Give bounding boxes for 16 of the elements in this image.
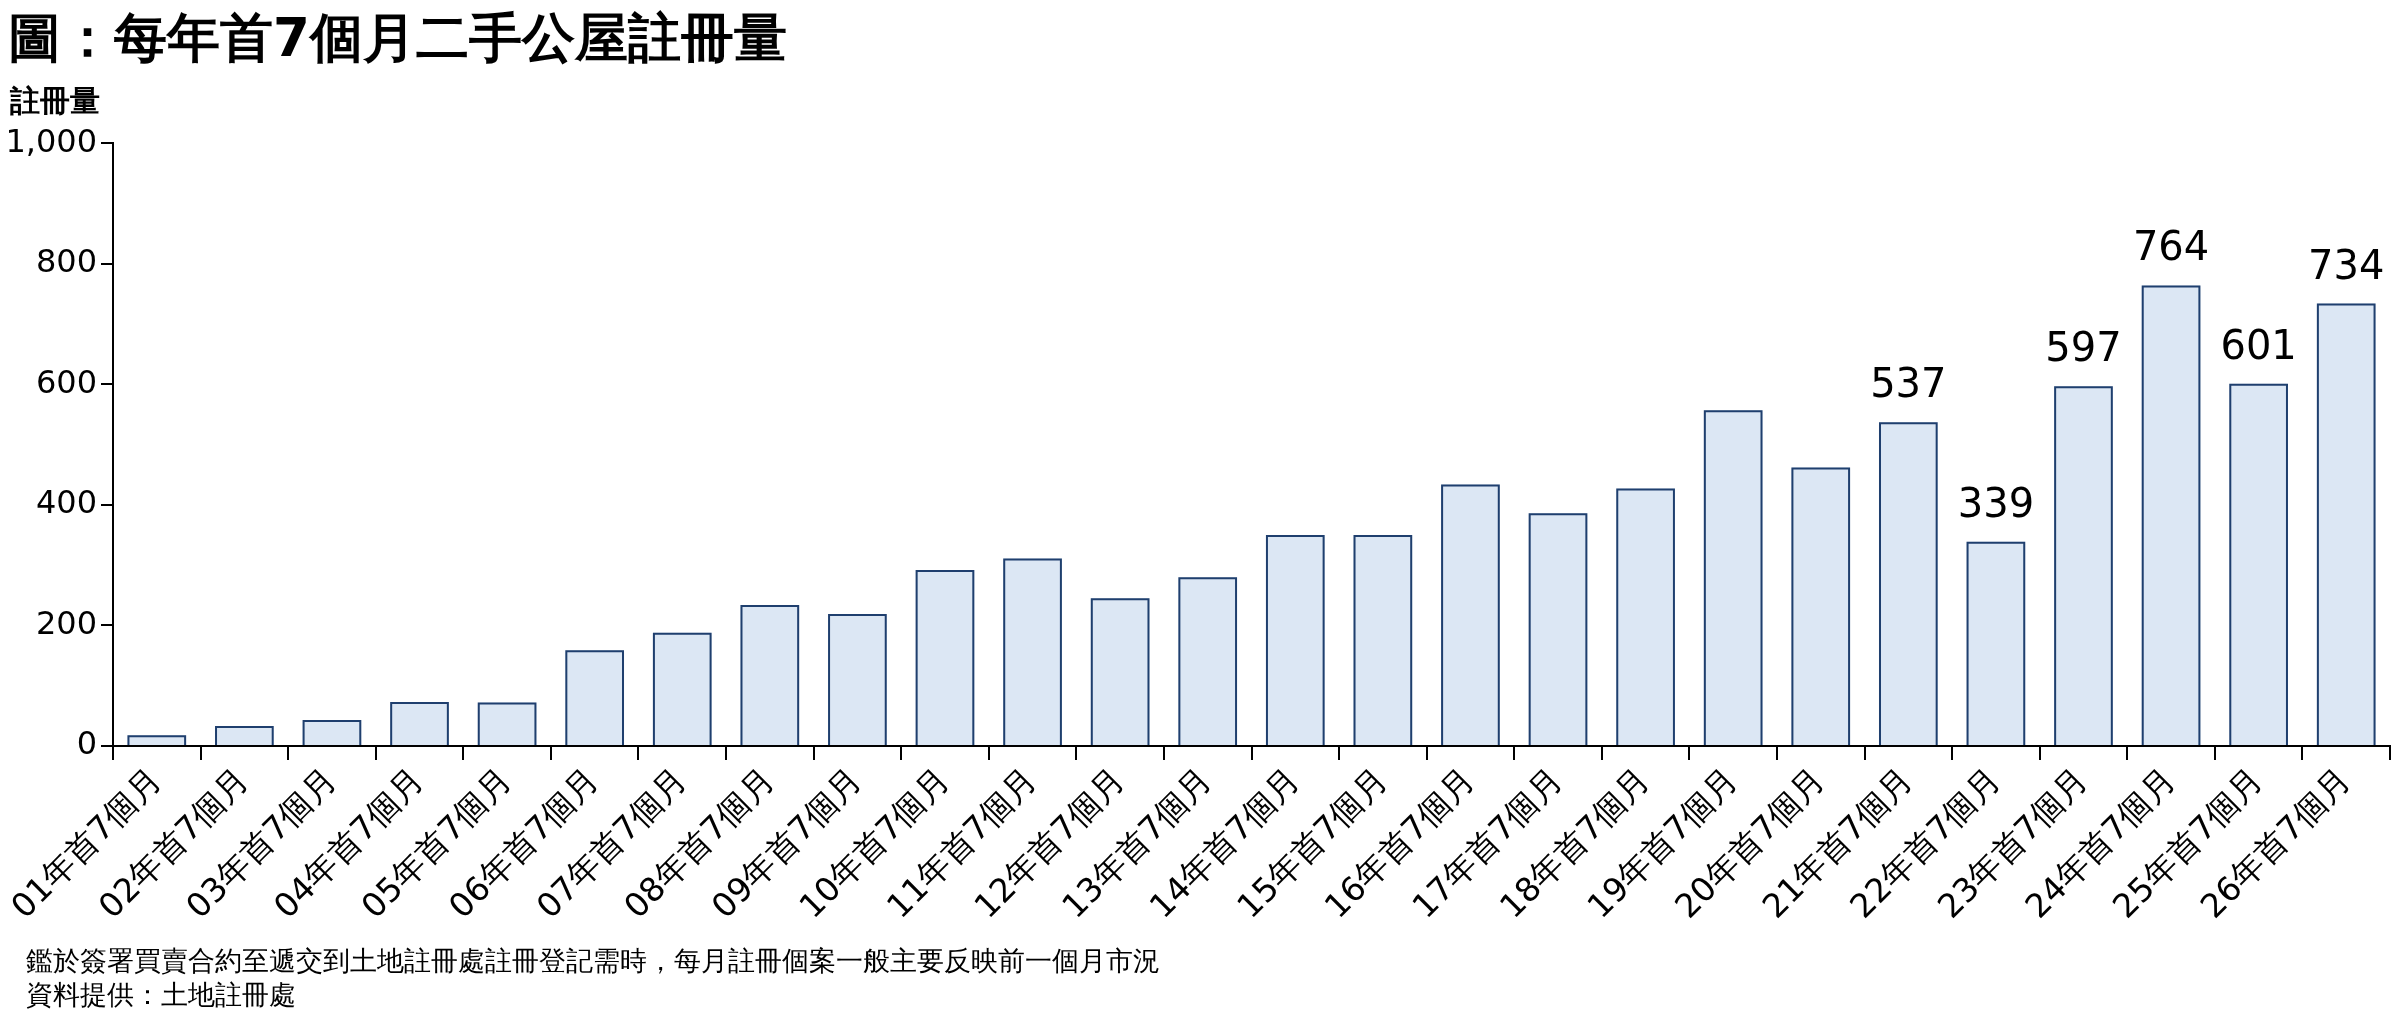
y-tick-label: 1,000 [5,121,97,160]
y-tick-label: 0 [76,724,97,763]
y-tick-label: 400 [35,483,97,522]
data-label: 734 [2308,241,2385,288]
y-tick-label: 600 [35,362,97,401]
data-label: 764 [2132,223,2210,270]
data-label: 537 [1870,360,1947,407]
text: 鑑於簽署買賣合約至遞交到土地註冊處註冊登記需時，每月註冊個案一般主要反映前一個月市況 [26,944,1160,978]
y-tick-label: 200 [35,603,97,642]
chart-title: 圖：每年首7個月二手公屋註冊量 [8,6,787,70]
text: 資料提供：土地註冊處 [26,978,297,1012]
data-label: 601 [2220,321,2297,368]
y-tick-label: 800 [35,242,97,281]
y-axis-title: 註冊量 [10,83,100,118]
data-label: 339 [1957,479,2035,526]
data-label: 597 [2045,324,2122,371]
